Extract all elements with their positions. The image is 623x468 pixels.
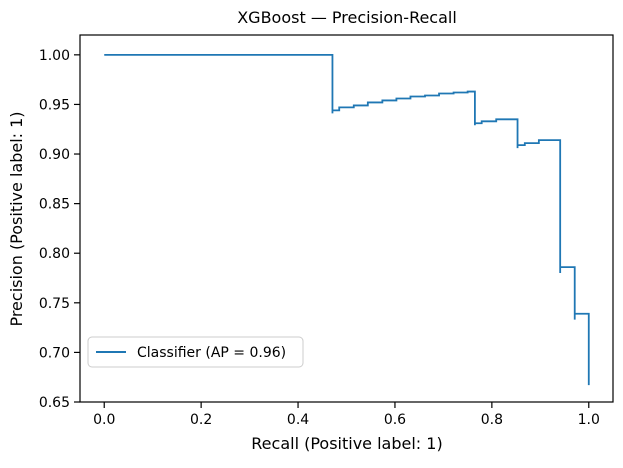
y-tick-label: 0.70	[39, 345, 70, 361]
x-tick-label: 0.8	[481, 412, 503, 428]
y-axis-label: Precision (Positive label: 1)	[7, 111, 26, 326]
y-tick-label: 0.90	[39, 147, 70, 163]
x-tick-label: 0.4	[287, 412, 309, 428]
y-tick-label: 0.95	[39, 97, 70, 113]
y-axis-ticks: 0.65 0.70 0.75 0.80 0.85 0.90 0.95 1.00	[39, 48, 80, 411]
x-tick-label: 0.6	[384, 412, 406, 428]
x-tick-label: 1.0	[578, 412, 600, 428]
legend-box	[87, 336, 304, 368]
y-tick-label: 0.80	[39, 246, 70, 262]
plot-frame	[79, 34, 614, 403]
x-tick-label: 0.0	[93, 412, 115, 428]
x-axis-ticks: 0.0 0.2 0.4 0.6 0.8 1.0	[93, 402, 600, 428]
x-tick-label: 0.2	[190, 412, 212, 428]
x-axis-label: Recall (Positive label: 1)	[251, 434, 442, 453]
legend-label-classifier: Classifier (AP = 0.96)	[137, 345, 286, 361]
series-line-classifier	[104, 53, 590, 386]
chart-title: XGBoost — Precision-Recall	[237, 8, 457, 27]
y-tick-label: 1.00	[39, 48, 70, 64]
y-tick-label: 0.75	[39, 296, 70, 312]
series-layer	[104, 53, 590, 386]
y-tick-label: 0.65	[39, 395, 70, 411]
legend: Classifier (AP = 0.96)	[87, 336, 304, 368]
y-tick-label: 0.85	[39, 197, 70, 213]
